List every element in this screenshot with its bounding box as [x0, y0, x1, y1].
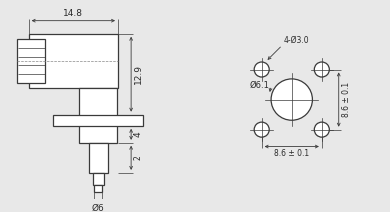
Circle shape [271, 79, 312, 120]
Text: 8.6 ± 0.1: 8.6 ± 0.1 [342, 82, 351, 117]
Text: 8.6 ± 0.1: 8.6 ± 0.1 [274, 149, 309, 158]
Text: 4: 4 [134, 131, 143, 137]
Text: 14.8: 14.8 [63, 9, 83, 18]
Text: Ø6: Ø6 [92, 204, 105, 212]
Bar [29, 34, 118, 88]
Bar [16, 39, 45, 83]
Bar [80, 88, 117, 143]
Bar [94, 185, 102, 192]
Circle shape [254, 122, 269, 137]
Circle shape [314, 62, 329, 77]
Circle shape [314, 122, 329, 137]
Bar [53, 115, 144, 126]
Text: 2: 2 [134, 155, 143, 160]
Text: 4-Ø3.0: 4-Ø3.0 [283, 36, 309, 45]
Text: Ø6.1: Ø6.1 [249, 81, 269, 90]
Bar [89, 143, 108, 173]
Bar [92, 173, 104, 185]
Text: 12.9: 12.9 [134, 64, 143, 84]
Circle shape [254, 62, 269, 77]
